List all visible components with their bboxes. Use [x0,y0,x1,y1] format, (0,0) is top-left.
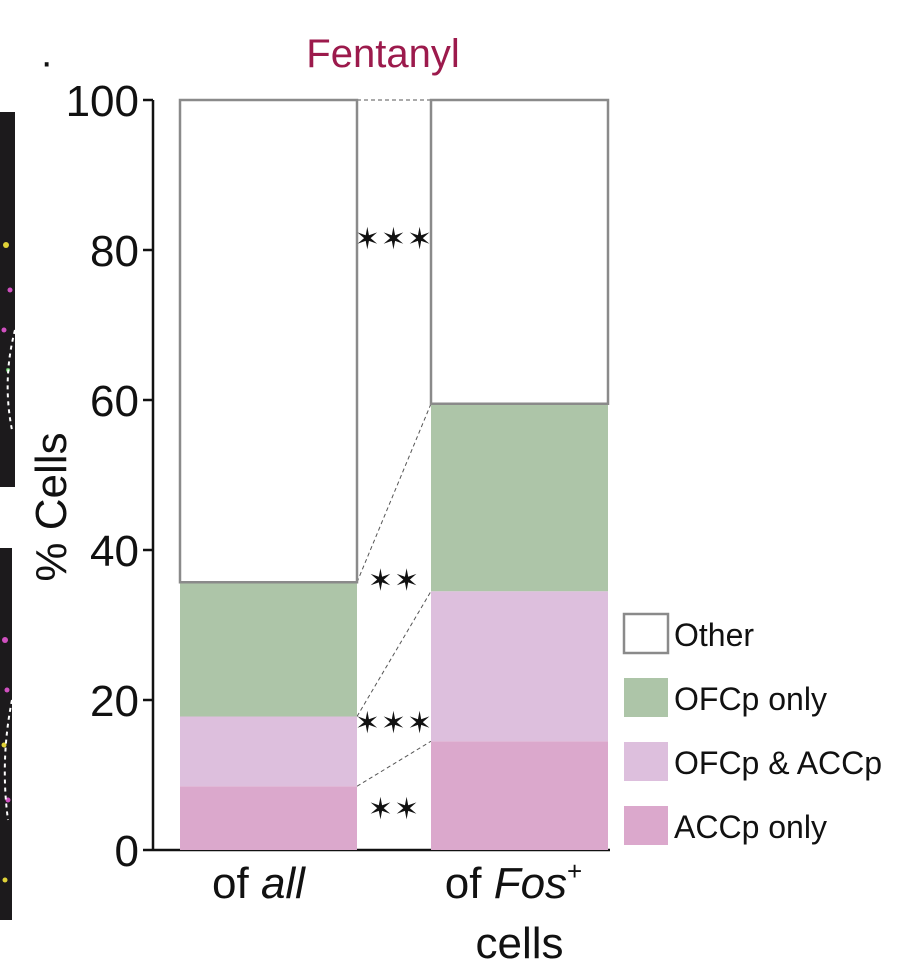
y-axis-label: % Cells [27,432,76,581]
bar-segment-ofcp-only-2 [431,403,608,592]
legend-swatch-ofcp-accp [624,742,668,781]
chart-title: Fentanyl [306,32,459,76]
significance-label: ✶✶ [368,564,420,597]
bars [178,98,610,850]
axes: 0 20 40 60 80 100 [66,77,610,876]
bar-segment-accp-only-2 [431,741,608,850]
significance-label: ✶✶ [368,793,420,826]
x-category-label-part: of [212,859,261,908]
y-tick-label: 80 [90,227,139,276]
significance-label: ✶✶✶ [355,223,433,256]
microscopy-dot [2,877,8,883]
microscopy-dot [2,637,8,643]
microscopy-dot [7,287,13,293]
x-category-label-part: of [445,859,494,908]
significance-marks: ✶✶✶✶✶✶✶✶✶✶ [355,223,433,826]
connector-line [356,403,432,583]
legend-label-other: Other [674,617,754,653]
connector-line [356,590,432,717]
bar-segment-other-2 [429,98,610,405]
microscopy-panel-upper [0,112,15,487]
legend-swatch-other [622,612,670,655]
bar-segment-accp-only-1 [180,786,357,850]
y-tick-label: 20 [90,677,139,726]
x-category-label: of all [212,859,306,908]
legend-swatch-accp-only [624,806,668,845]
legend: Other OFCp only OFCp & ACCp ACCp only [622,612,882,845]
bar-segment-ofcp-only-1 [180,582,357,717]
microscopy-outline [6,329,16,431]
bar-segment-ofcp-accp-2 [431,591,608,742]
y-tick-label: 0 [115,827,139,876]
x-category-labels: of all of Fos+cells [212,856,582,968]
x-category-label: of Fos+ [445,856,582,908]
microscopy-dot [3,242,9,248]
y-tick-label: 40 [90,527,139,576]
significance-label: ✶✶✶ [355,707,433,740]
connector-line [356,740,432,787]
panel-dot: · [40,40,53,84]
x-category-label-line2: cells [475,919,563,968]
legend-swatch-ofcp-only [624,678,668,717]
x-category-label-superscript: + [567,856,582,886]
legend-label-accp-only: ACCp only [674,809,827,845]
x-category-label-part: all [261,859,306,908]
bar-segment-ofcp-accp-1 [180,716,357,787]
bar-segment-other-1 [178,98,359,584]
legend-label-ofcp-accp: OFCp & ACCp [674,745,882,781]
x-category-label-part: Fos [494,859,567,908]
microscopy-outline [3,699,13,821]
microscopy-dot [1,327,7,333]
microscopy-dot [1,742,7,748]
y-tick-label: 60 [90,377,139,426]
microscopy-dot [4,687,10,693]
y-tick-label: 100 [66,77,139,126]
microscopy-image-strip [0,112,16,920]
legend-label-ofcp-only: OFCp only [674,681,827,717]
bar-connectors [356,99,432,787]
